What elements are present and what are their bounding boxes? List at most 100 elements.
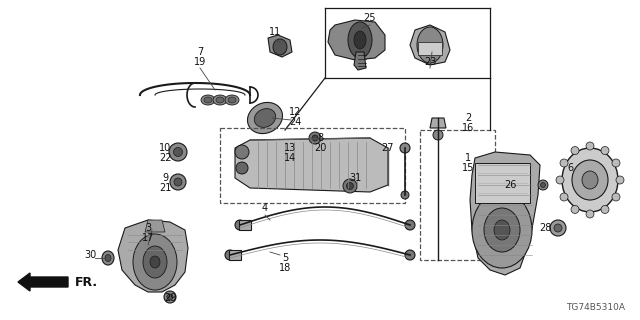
Bar — [420, 130, 495, 260]
Text: 23: 23 — [424, 57, 436, 67]
Ellipse shape — [235, 220, 245, 230]
Text: 1: 1 — [465, 153, 471, 163]
Polygon shape — [239, 220, 251, 230]
Ellipse shape — [204, 97, 212, 103]
Polygon shape — [470, 152, 540, 275]
Polygon shape — [235, 138, 388, 192]
Polygon shape — [248, 102, 282, 133]
Text: 12: 12 — [289, 107, 301, 117]
Text: 3: 3 — [145, 223, 151, 233]
Text: FR.: FR. — [75, 276, 98, 289]
Text: 14: 14 — [284, 153, 296, 163]
Ellipse shape — [346, 182, 353, 189]
Ellipse shape — [273, 39, 287, 55]
Ellipse shape — [348, 22, 372, 58]
Ellipse shape — [560, 193, 568, 201]
Polygon shape — [268, 35, 292, 57]
Ellipse shape — [541, 182, 545, 188]
Text: 18: 18 — [279, 263, 291, 273]
Text: TG74B5310A: TG74B5310A — [566, 303, 625, 312]
Ellipse shape — [133, 234, 177, 290]
Polygon shape — [328, 20, 385, 60]
Ellipse shape — [150, 256, 160, 268]
Ellipse shape — [174, 178, 182, 186]
Ellipse shape — [560, 159, 568, 167]
Ellipse shape — [612, 159, 620, 167]
Bar — [220, 128, 405, 203]
Polygon shape — [229, 250, 241, 260]
Ellipse shape — [586, 142, 594, 150]
Text: 22: 22 — [159, 153, 172, 163]
Text: 16: 16 — [462, 123, 474, 133]
Ellipse shape — [484, 208, 520, 252]
Text: 4: 4 — [262, 203, 268, 213]
Text: 5: 5 — [282, 253, 288, 263]
Text: 15: 15 — [462, 163, 474, 173]
Ellipse shape — [582, 171, 598, 189]
Ellipse shape — [586, 210, 594, 218]
Ellipse shape — [167, 294, 173, 300]
Text: 28: 28 — [539, 223, 551, 233]
Ellipse shape — [105, 254, 111, 261]
Ellipse shape — [213, 95, 227, 105]
Ellipse shape — [405, 250, 415, 260]
Ellipse shape — [405, 220, 415, 230]
Ellipse shape — [538, 180, 548, 190]
Ellipse shape — [612, 193, 620, 201]
Ellipse shape — [616, 176, 624, 184]
Ellipse shape — [400, 143, 410, 153]
Text: 2: 2 — [465, 113, 471, 123]
Ellipse shape — [601, 147, 609, 155]
Ellipse shape — [572, 160, 608, 200]
Ellipse shape — [216, 97, 224, 103]
Ellipse shape — [225, 95, 239, 105]
Ellipse shape — [571, 205, 579, 213]
Text: 17: 17 — [142, 233, 154, 243]
Ellipse shape — [143, 246, 167, 278]
Ellipse shape — [225, 250, 235, 260]
Ellipse shape — [164, 291, 176, 303]
Ellipse shape — [169, 143, 187, 161]
Text: 9: 9 — [162, 173, 168, 183]
Polygon shape — [145, 220, 165, 232]
Ellipse shape — [401, 191, 409, 199]
Ellipse shape — [601, 205, 609, 213]
Polygon shape — [254, 108, 276, 127]
Ellipse shape — [433, 130, 443, 140]
Polygon shape — [410, 25, 450, 65]
Ellipse shape — [309, 132, 321, 144]
Text: 19: 19 — [194, 57, 206, 67]
Ellipse shape — [102, 251, 114, 265]
FancyArrow shape — [18, 273, 68, 291]
Text: 25: 25 — [364, 13, 376, 23]
Text: 8: 8 — [317, 133, 323, 143]
Polygon shape — [118, 220, 188, 292]
Text: 13: 13 — [284, 143, 296, 153]
Ellipse shape — [554, 224, 562, 232]
Ellipse shape — [228, 97, 236, 103]
Ellipse shape — [550, 220, 566, 236]
Ellipse shape — [556, 176, 564, 184]
Ellipse shape — [494, 220, 510, 240]
Ellipse shape — [562, 148, 618, 212]
Text: 20: 20 — [314, 143, 326, 153]
Text: 30: 30 — [84, 250, 96, 260]
Text: 21: 21 — [159, 183, 171, 193]
Text: 31: 31 — [349, 173, 361, 183]
Ellipse shape — [173, 148, 182, 156]
Ellipse shape — [201, 95, 215, 105]
Polygon shape — [354, 52, 366, 70]
Polygon shape — [430, 118, 446, 128]
Ellipse shape — [343, 179, 357, 193]
Ellipse shape — [354, 31, 366, 49]
Ellipse shape — [472, 192, 532, 268]
Text: 27: 27 — [381, 143, 394, 153]
Polygon shape — [418, 42, 442, 55]
Text: 7: 7 — [197, 47, 203, 57]
Ellipse shape — [236, 162, 248, 174]
Ellipse shape — [417, 27, 443, 63]
Bar — [475, 163, 530, 203]
Ellipse shape — [235, 145, 249, 159]
Text: 26: 26 — [504, 180, 516, 190]
Text: 10: 10 — [159, 143, 171, 153]
